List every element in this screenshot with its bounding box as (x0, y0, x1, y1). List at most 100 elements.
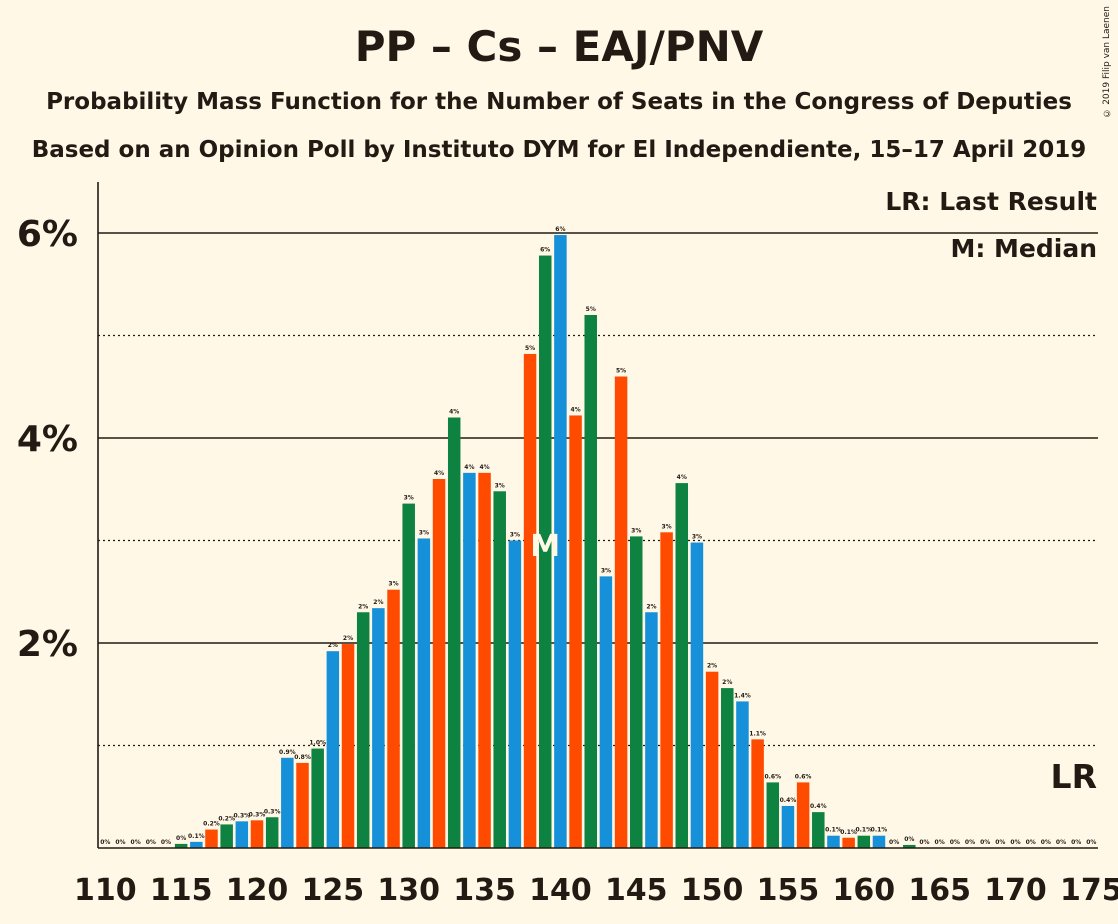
bar-value-label: 4% (677, 474, 687, 481)
bar-seat-149 (690, 542, 704, 848)
bar-value-label: 3% (388, 581, 398, 588)
bar-seat-158 (827, 835, 840, 848)
bar-seat-139 (538, 255, 552, 849)
bar-value-label: 0.4% (810, 803, 827, 810)
bar-seat-132 (432, 479, 446, 848)
bar-value-label: 0.8% (294, 754, 311, 761)
bar-value-label: 1.4% (734, 692, 751, 699)
bar-seat-129 (387, 589, 400, 848)
y-tick-label: 2% (17, 624, 78, 665)
bar-seat-133 (447, 417, 461, 848)
bar-seat-123 (296, 762, 309, 848)
bar-value-label: 1.1% (749, 730, 766, 737)
gridlines (98, 232, 1098, 747)
bar-seat-142 (584, 315, 597, 848)
axes-group: 2% 4% 6% 110 115 120 125 130 135 140 145 150 155 160 1… (17, 182, 1118, 908)
bar-value-label: 0% (950, 839, 960, 846)
bar-value-label: 0.1% (871, 827, 888, 834)
bar-seat-151 (721, 688, 734, 848)
bar-labels-group: 0% 0% 0% 0% 0%0% 0.1%0.2%0.2%0.3%0.3%0.3%0.9%… (100, 226, 1096, 846)
x-tick-label: 175 (1060, 873, 1118, 908)
bar-value-label: 0% (1026, 839, 1036, 846)
bar-value-label: 0% (919, 839, 929, 846)
bar-seat-135 (478, 472, 491, 848)
bar-value-label: 4% (434, 470, 444, 477)
bar-seat-137 (508, 540, 522, 848)
bar-seat-122 (281, 757, 294, 848)
bar-value-label: 2% (358, 603, 368, 610)
bar-value-label: 4% (570, 406, 580, 413)
bar-value-label: 0% (1041, 839, 1051, 846)
legend-last-result: LR: Last Result (885, 187, 1097, 216)
bar-seat-161 (872, 835, 886, 848)
bar-value-label: 0.4% (780, 797, 797, 804)
bar-seat-160 (857, 835, 871, 848)
bar-seat-119 (235, 821, 249, 848)
bar-value-label: 6% (540, 247, 550, 254)
x-tick-label: 115 (150, 873, 213, 908)
bar-seat-163 (903, 844, 916, 848)
y-tick-label: 6% (17, 214, 78, 255)
bar-seat-145 (630, 536, 643, 848)
bar-value-label: 0.2% (203, 821, 220, 828)
bar-seat-121 (265, 817, 279, 848)
bar-value-label: 2% (373, 599, 383, 606)
x-tick-label: 130 (377, 873, 440, 908)
bar-value-label: 0% (889, 839, 899, 846)
bar-seat-147 (660, 532, 673, 848)
y-tick-label: 4% (17, 419, 78, 460)
bar-value-label: 4% (464, 464, 474, 471)
bar-seat-150 (705, 671, 719, 848)
bar-value-label: 0% (115, 839, 125, 846)
bar-seat-148 (675, 483, 689, 848)
bar-value-label: 0% (146, 839, 156, 846)
chart-subtitle: Probability Mass Function for the Number… (46, 89, 1072, 115)
x-tick-label: 160 (832, 873, 895, 908)
bar-value-label: 2% (707, 663, 717, 670)
bar-value-label: 0.3% (234, 812, 251, 819)
bar-seat-118 (220, 824, 233, 848)
bar-seat-152 (736, 701, 749, 848)
bar-value-label: 1.0% (309, 740, 326, 747)
bar-value-label: 2% (343, 635, 353, 642)
x-tick-label: 170 (984, 873, 1047, 908)
bar-seat-136 (493, 491, 506, 848)
bar-value-label: 0% (161, 839, 171, 846)
chart-title: PP – Cs – EAJ/PNV (354, 22, 764, 71)
bar-value-label: 0.6% (764, 773, 781, 780)
x-tick-label: 125 (302, 873, 365, 908)
bar-value-label: 4% (479, 464, 489, 471)
bar-value-label: 0.1% (855, 827, 872, 834)
bar-seat-156 (796, 782, 810, 848)
bar-value-label: 0.1% (825, 827, 842, 834)
bar-seat-127 (356, 612, 370, 848)
bar-value-label: 0.6% (795, 773, 812, 780)
bar-value-label: 3% (404, 495, 414, 502)
bar-seat-153 (751, 739, 764, 848)
bar-value-label: 3% (661, 523, 671, 530)
bar-value-label: 0% (995, 839, 1005, 846)
bar-seat-157 (812, 812, 825, 848)
x-tick-label: 165 (908, 873, 971, 908)
bar-value-label: 0.3% (264, 808, 281, 815)
bar-seat-143 (599, 576, 613, 848)
bars-group (174, 235, 916, 849)
x-tick-label: 110 (74, 873, 137, 908)
median-marker: M (530, 529, 560, 564)
bar-value-label: 0% (1086, 839, 1096, 846)
bar-seat-159 (842, 837, 855, 848)
bar-seat-138 (523, 353, 537, 848)
bar-value-label: 3% (495, 482, 505, 489)
bar-seat-128 (372, 608, 385, 848)
bar-value-label: 0% (965, 839, 975, 846)
chart-source-note: Based on an Opinion Poll by Instituto DY… (31, 137, 1087, 163)
bar-value-label: 3% (510, 532, 520, 539)
bar-seat-120 (250, 820, 264, 848)
bar-value-label: 0% (176, 835, 186, 842)
bar-seat-115 (174, 843, 188, 848)
bar-value-label: 5% (616, 368, 626, 375)
bar-value-label: 0% (100, 839, 110, 846)
bar-value-label: 3% (692, 534, 702, 541)
bar-seat-117 (205, 829, 218, 848)
